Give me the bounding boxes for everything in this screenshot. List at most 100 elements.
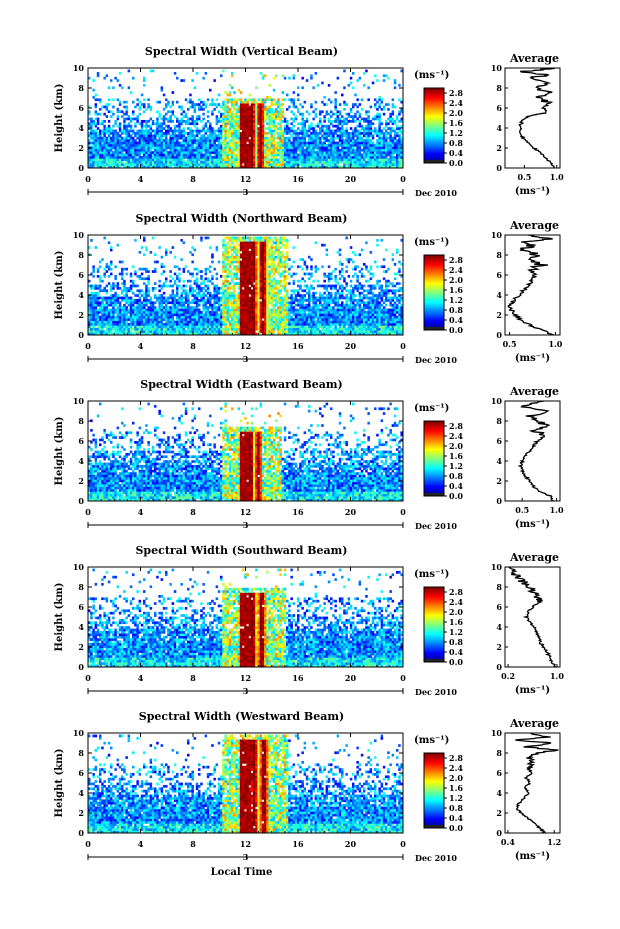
heatmap-cell [125, 301, 128, 305]
heatmap-cell [195, 158, 199, 162]
colorbar-segment [424, 150, 444, 153]
y-tick-label: 0 [78, 163, 84, 173]
heatmap-cell [356, 163, 359, 166]
heatmap-cell [233, 144, 236, 147]
heatmap-cell [209, 127, 212, 130]
heatmap-cell [367, 110, 370, 114]
heatmap-cell [154, 148, 157, 152]
heatmap-cell [195, 306, 199, 309]
heatmap-cell [107, 124, 111, 128]
heatmap-cell [191, 136, 194, 140]
heatmap-cell [303, 124, 307, 128]
heatmap-cell [389, 165, 392, 169]
heatmap-cell [127, 165, 131, 169]
heatmap-cell [237, 129, 241, 133]
heatmap-cell [202, 153, 205, 157]
heatmap-cell [94, 287, 98, 290]
heatmap-cell [246, 139, 249, 142]
heatmap-cell [356, 160, 359, 164]
heatmap-cell [92, 134, 95, 138]
heatmap-cell [193, 141, 197, 145]
heatmap-cell [305, 79, 309, 82]
heatmap-cell [231, 296, 234, 300]
heatmap-cell [99, 296, 102, 300]
heatmap-cell [147, 301, 150, 305]
heatmap-cell [110, 325, 113, 329]
heatmap-cell [173, 313, 177, 317]
heatmap-cell [224, 275, 227, 278]
heatmap-cell [369, 129, 373, 133]
heatmap-cell [149, 308, 153, 312]
heatmap-cell [378, 124, 381, 128]
heatmap-cell [112, 301, 115, 305]
heatmap-cell [272, 120, 276, 123]
heatmap-cell [312, 148, 315, 152]
heatmap-cell [191, 139, 194, 142]
heatmap-cell [121, 153, 124, 157]
heatmap-cell [116, 287, 120, 290]
heatmap-cell [239, 313, 243, 317]
heatmap-cell [270, 134, 274, 138]
heatmap-cell [195, 148, 199, 152]
heatmap-cell [149, 311, 153, 314]
heatmap-cell [345, 120, 348, 123]
heatmap-cell [195, 308, 199, 312]
heatmap-cell [103, 124, 106, 128]
heatmap-cell [116, 308, 120, 312]
heatmap-cell [261, 141, 265, 145]
heatmap-cell [206, 330, 210, 333]
heatmap-cell [308, 127, 311, 130]
heatmap-cell [321, 134, 324, 138]
heatmap-cell [160, 148, 164, 152]
heatmap-cell [239, 120, 243, 123]
heatmap-cell [154, 141, 157, 145]
heatmap-cell [292, 103, 296, 106]
heatmap-cell [211, 323, 214, 326]
heatmap-cell [237, 127, 241, 130]
heatmap-cell [242, 282, 245, 285]
heatmap-cell [237, 313, 241, 317]
heatmap-cell [121, 282, 124, 285]
heatmap-cell [213, 325, 216, 329]
heatmap-cell [200, 315, 203, 319]
heatmap-cell [191, 275, 194, 278]
heatmap-cell [101, 105, 104, 109]
heatmap-cell [217, 330, 221, 333]
heatmap-cell [123, 311, 126, 314]
heatmap-cell [96, 156, 100, 159]
heatmap-cell [352, 115, 355, 118]
heatmap-cell [226, 275, 230, 278]
colorbar-segment [424, 88, 444, 90]
heatmap-cell [195, 127, 199, 130]
heatmap-cell [129, 296, 133, 300]
heatmap-cell [217, 103, 221, 106]
heatmap-cell [167, 165, 170, 169]
heatmap-cell [182, 323, 186, 326]
heatmap-cell [193, 325, 197, 329]
heatmap-cell [145, 108, 148, 111]
heatmap-cell [114, 156, 117, 159]
heatmap-cell [162, 313, 166, 317]
heatmap-cell [202, 163, 205, 166]
heatmap-cell [270, 151, 274, 154]
heatmap-cell [138, 136, 142, 140]
heatmap-cell [228, 296, 232, 300]
heatmap-cell [136, 148, 139, 152]
heatmap-cell [316, 144, 320, 147]
heatmap-cell [279, 160, 282, 164]
heatmap-cell [202, 144, 205, 147]
heatmap-cell [389, 129, 392, 133]
heatmap-cell [323, 136, 326, 140]
heatmap-cell [90, 148, 93, 152]
heatmap-cell [162, 134, 166, 138]
heatmap-cell [191, 148, 194, 152]
heatmap-cell [248, 151, 252, 154]
heatmap-cell [358, 129, 362, 133]
heatmap-cell [239, 303, 243, 307]
heatmap-cell [200, 287, 203, 290]
heatmap-cell [189, 98, 192, 102]
heatmap-cell [90, 306, 93, 309]
heatmap-cell [198, 294, 201, 297]
heatmap-cell [88, 151, 91, 154]
heatmap-cell [143, 79, 146, 82]
